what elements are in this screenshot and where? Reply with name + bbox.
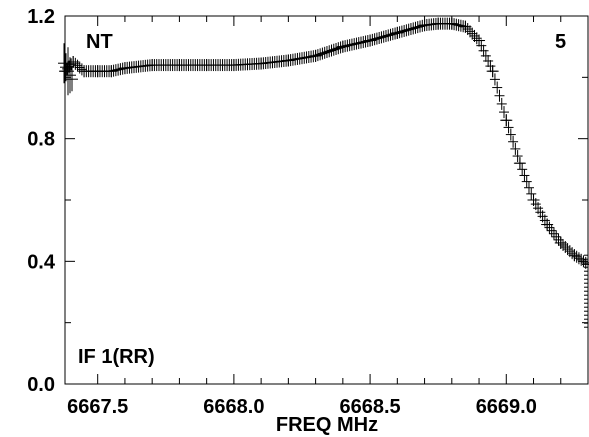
data-point <box>486 65 499 78</box>
data-point <box>445 17 458 30</box>
x-tick-label: 6668.0 <box>203 396 264 418</box>
data-point <box>200 59 213 72</box>
channel-label: IF 1(RR) <box>78 346 155 368</box>
data-point <box>582 258 589 271</box>
data-point <box>91 65 104 78</box>
data-point <box>568 249 581 262</box>
data-point <box>459 20 472 33</box>
data-point <box>364 34 377 47</box>
data-point <box>105 65 118 78</box>
data-point <box>282 54 295 67</box>
data-point <box>146 59 159 72</box>
x-axis-title: FREQ MHz <box>276 414 378 436</box>
data-point <box>541 218 554 231</box>
data-point <box>554 236 567 249</box>
data-point <box>78 65 91 78</box>
data-point <box>309 49 322 62</box>
data-point <box>255 57 268 70</box>
y-tick-label: 0.0 <box>27 374 55 396</box>
data-series <box>58 17 589 328</box>
data-point <box>418 19 431 32</box>
y-tick-label: 0.4 <box>27 251 56 273</box>
source-label: NT <box>86 31 113 53</box>
data-point <box>500 114 513 127</box>
data-point <box>336 40 349 53</box>
x-axis: 6667.5 6668.0 6668.5 6669.0 <box>67 16 589 418</box>
y-tick-label: 1.2 <box>27 6 55 28</box>
y-axis: 0.0 0.4 0.8 1.2 <box>27 6 588 396</box>
data-point <box>527 194 540 206</box>
data-point <box>391 26 404 39</box>
x-tick-label: 6668.5 <box>339 396 400 418</box>
data-point <box>67 56 80 68</box>
x-tick-label: 6667.5 <box>67 396 128 418</box>
edge-noise <box>58 43 78 96</box>
data-point <box>473 34 486 47</box>
data-point <box>173 59 186 72</box>
panel-number: 5 <box>555 31 566 53</box>
data-point <box>432 17 445 30</box>
x-tick-label: 6669.0 <box>476 396 537 418</box>
interpolated-markers <box>60 17 589 269</box>
data-point <box>118 62 131 75</box>
y-tick-label: 0.8 <box>27 129 55 151</box>
data-point <box>513 157 526 170</box>
edge-tail <box>584 254 588 328</box>
data-point <box>227 59 240 72</box>
